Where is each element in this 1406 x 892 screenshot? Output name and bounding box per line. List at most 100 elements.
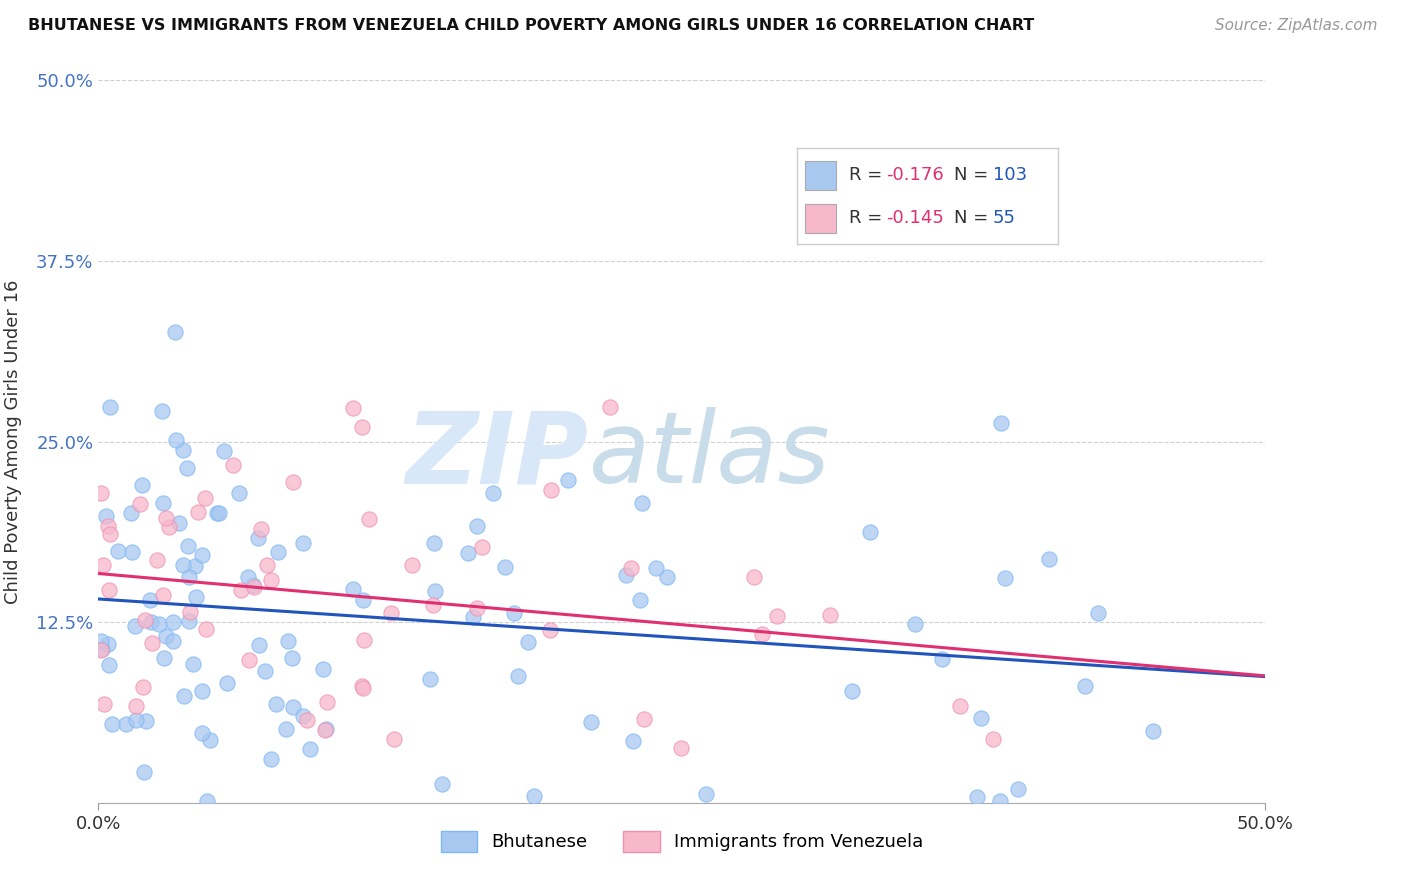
- Point: [260, 574, 283, 588]
- Point: [91, 642, 114, 657]
- Point: [91, 558, 114, 573]
- Point: [125, 698, 148, 713]
- Point: [177, 539, 200, 553]
- Point: [260, 751, 283, 765]
- Point: [172, 558, 194, 572]
- Point: [98, 526, 121, 541]
- Text: -0.176: -0.176: [886, 166, 943, 184]
- Bar: [804, 161, 837, 190]
- Point: [352, 681, 374, 695]
- Point: [135, 714, 157, 729]
- Point: [165, 325, 187, 339]
- Point: [695, 787, 717, 801]
- Point: [167, 516, 190, 530]
- Point: [981, 731, 1004, 746]
- Point: [352, 593, 374, 607]
- Point: [124, 619, 146, 633]
- Point: [503, 606, 526, 620]
- Point: [494, 560, 516, 574]
- Point: [90, 643, 112, 657]
- Point: [644, 561, 666, 575]
- Point: [141, 636, 163, 650]
- Point: [256, 558, 278, 572]
- Point: [1142, 723, 1164, 738]
- Point: [423, 535, 446, 549]
- Point: [184, 558, 207, 573]
- Point: [179, 614, 201, 628]
- Point: [841, 683, 863, 698]
- Legend: Bhutanese, Immigrants from Venezuela: Bhutanese, Immigrants from Venezuela: [433, 823, 931, 859]
- Point: [380, 606, 402, 620]
- Point: [121, 544, 143, 558]
- Point: [246, 531, 269, 545]
- Point: [631, 496, 654, 510]
- Point: [191, 548, 214, 562]
- Point: [132, 765, 155, 780]
- Point: [299, 741, 322, 756]
- Bar: [804, 204, 837, 233]
- Point: [207, 506, 229, 520]
- Point: [315, 722, 337, 736]
- Point: [614, 567, 637, 582]
- Point: [517, 635, 540, 649]
- Y-axis label: Child Poverty Among Girls Under 16: Child Poverty Among Girls Under 16: [4, 279, 22, 604]
- Point: [162, 634, 184, 648]
- Point: [765, 609, 787, 624]
- Point: [314, 723, 336, 738]
- Point: [422, 598, 444, 612]
- Point: [90, 486, 112, 500]
- Point: [221, 458, 243, 473]
- Point: [315, 696, 337, 710]
- Point: [990, 416, 1012, 430]
- Point: [538, 624, 561, 638]
- Point: [128, 497, 150, 511]
- Text: N =: N =: [953, 210, 994, 227]
- Point: [93, 697, 115, 711]
- Point: [540, 483, 562, 497]
- Point: [419, 672, 441, 686]
- Point: [101, 717, 124, 731]
- Point: [628, 592, 651, 607]
- Point: [247, 638, 270, 652]
- Point: [134, 613, 156, 627]
- Point: [150, 404, 173, 418]
- Point: [131, 478, 153, 492]
- Point: [382, 731, 405, 746]
- Point: [97, 583, 120, 598]
- Text: 55: 55: [993, 210, 1017, 227]
- Point: [172, 443, 194, 458]
- Point: [281, 700, 304, 714]
- Point: [1007, 782, 1029, 797]
- Point: [120, 506, 142, 520]
- Point: [187, 505, 209, 519]
- Point: [904, 617, 927, 632]
- Point: [152, 588, 174, 602]
- Point: [1074, 679, 1097, 693]
- Point: [243, 580, 266, 594]
- Text: R =: R =: [849, 166, 889, 184]
- Point: [162, 615, 184, 629]
- Point: [97, 519, 120, 533]
- Point: [969, 711, 991, 725]
- Point: [155, 511, 177, 525]
- Point: [267, 545, 290, 559]
- Point: [281, 651, 304, 665]
- Point: [107, 543, 129, 558]
- Point: [993, 571, 1015, 585]
- Point: [155, 629, 177, 643]
- Point: [238, 653, 260, 667]
- Point: [141, 615, 163, 629]
- Point: [274, 722, 297, 736]
- Point: [482, 486, 505, 500]
- Point: [212, 444, 235, 458]
- Point: [599, 400, 621, 414]
- Point: [430, 777, 453, 791]
- Point: [470, 540, 492, 554]
- Point: [98, 400, 121, 414]
- Point: [818, 607, 841, 622]
- Point: [179, 605, 201, 619]
- Point: [148, 617, 170, 632]
- Point: [457, 546, 479, 560]
- Point: [249, 522, 271, 536]
- Point: [342, 401, 364, 415]
